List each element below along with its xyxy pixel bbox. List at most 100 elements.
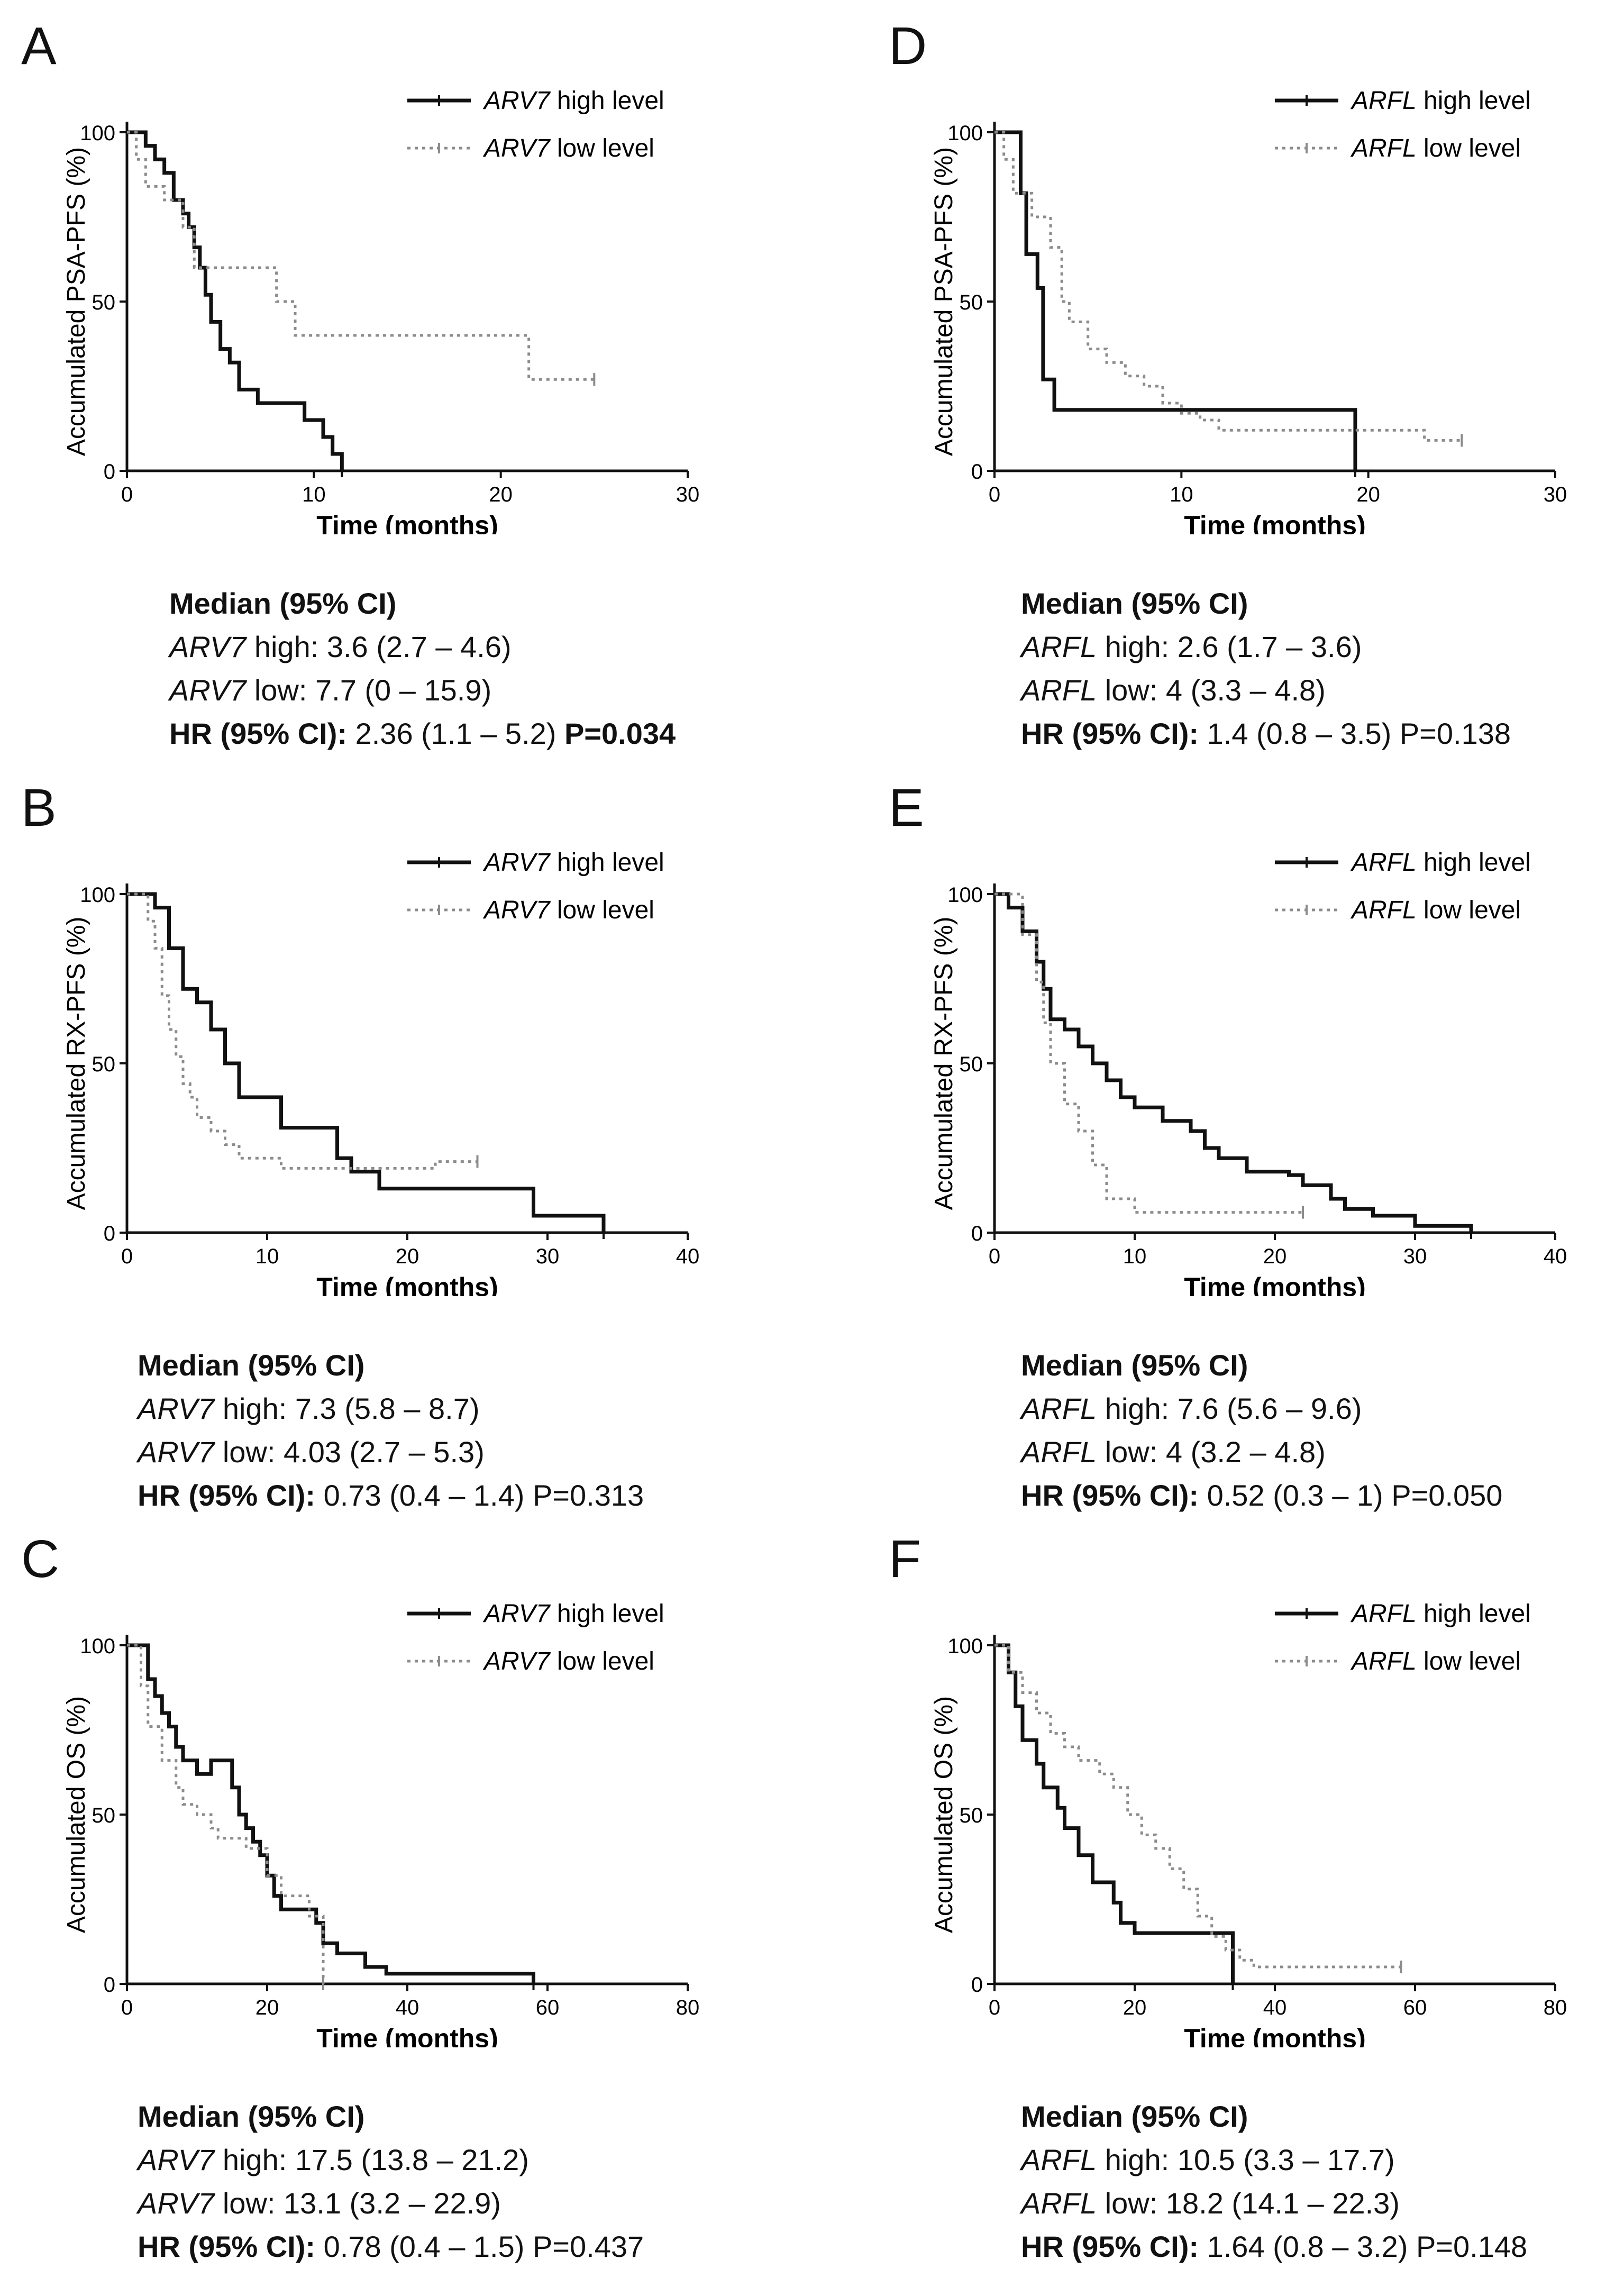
y-axis-label: Accumulated OS (%) bbox=[62, 1696, 90, 1933]
legend-gene: ARV7 bbox=[482, 1647, 551, 1675]
stats-title: Median (95% CI) bbox=[1021, 1349, 1248, 1382]
series-line-high bbox=[994, 1643, 1235, 1984]
legend-label: ARV7 low level bbox=[482, 896, 654, 924]
legend-level: high level bbox=[550, 849, 664, 877]
series-line-low bbox=[994, 131, 1462, 442]
km-chart: 0 50 100 0 10 20 30 40 Time (months) Accumulated … bbox=[930, 849, 1567, 1296]
x-tick-label: 20 bbox=[1263, 1245, 1287, 1268]
gene-name: ARFL bbox=[1021, 2143, 1097, 2176]
stats-low-value: low: 7.7 (0 – 15.9) bbox=[246, 673, 492, 707]
y-axis-label: Accumulated PSA-PFS (%) bbox=[930, 147, 958, 456]
stats-low: ARV7 low: 7.7 (0 – 15.9) bbox=[169, 669, 676, 712]
x-tick-label: 60 bbox=[1403, 1996, 1427, 2019]
y-tick-label: 50 bbox=[92, 1053, 116, 1076]
legend-gene: ARFL bbox=[1350, 849, 1417, 877]
stats-low-value: low: 4 (3.3 – 4.8) bbox=[1097, 673, 1326, 707]
stats-title: Median (95% CI) bbox=[138, 2100, 365, 2133]
legend-gene: ARFL bbox=[1350, 87, 1417, 115]
y-tick-label: 100 bbox=[947, 1635, 983, 1658]
gene-name: ARV7 bbox=[138, 1435, 215, 1469]
x-tick-label: 30 bbox=[536, 1245, 560, 1268]
legend-gene: ARFL bbox=[1350, 1600, 1417, 1628]
series-line-high bbox=[127, 1643, 535, 1984]
legend-label: ARV7 high level bbox=[482, 849, 664, 877]
y-tick-label: 100 bbox=[80, 1635, 115, 1658]
series-line-low bbox=[127, 131, 595, 381]
km-chart: 0 50 100 0 20 40 60 80 Time (months) Accumulated … bbox=[62, 1600, 699, 2047]
x-tick-label: 30 bbox=[1544, 483, 1567, 506]
panel-letter: E bbox=[889, 778, 924, 837]
p-value: P=0.437 bbox=[532, 2230, 644, 2263]
y-tick-label: 100 bbox=[80, 122, 115, 145]
y-axis-label: Accumulated OS (%) bbox=[930, 1696, 958, 1933]
panel-f: F 0 50 100 0 20 40 60 80 Time (months) Accumulate… bbox=[889, 1529, 1615, 2296]
series-line-low bbox=[127, 1644, 325, 1984]
km-chart: 0 50 100 0 10 20 30 40 Time (months) Accumulated … bbox=[62, 849, 699, 1296]
gene-name: ARFL bbox=[1021, 2186, 1097, 2220]
y-axis-label: Accumulated RX-PFS (%) bbox=[930, 917, 958, 1210]
hr-value: 1.4 (0.8 – 3.5) bbox=[1199, 717, 1400, 750]
legend-level: low level bbox=[550, 1647, 654, 1675]
legend-label: ARV7 high level bbox=[482, 1600, 664, 1628]
gene-name: ARV7 bbox=[169, 673, 247, 707]
y-axis-label: Accumulated PSA-PFS (%) bbox=[62, 147, 90, 456]
gene-name: ARFL bbox=[1021, 1392, 1097, 1425]
x-tick-label: 20 bbox=[489, 483, 513, 506]
stats-high: ARV7 high: 3.6 (2.7 – 4.6) bbox=[169, 625, 676, 669]
stats-block: Median (95% CI) ARV7 high: 17.5 (13.8 – … bbox=[138, 2095, 644, 2268]
x-tick-label: 30 bbox=[1403, 1245, 1427, 1268]
p-value: P=0.138 bbox=[1399, 717, 1511, 750]
series-line-low bbox=[994, 892, 1303, 1214]
series-line-high bbox=[994, 892, 1473, 1233]
stats-hr: HR (95% CI): 1.4 (0.8 – 3.5) P=0.138 bbox=[1021, 712, 1511, 755]
stats-low-value: low: 4 (3.2 – 4.8) bbox=[1097, 1435, 1326, 1469]
series-line-high bbox=[127, 892, 606, 1233]
series-line-high bbox=[127, 130, 344, 471]
gene-name: ARV7 bbox=[138, 1392, 215, 1425]
hr-value: 2.36 (1.1 – 5.2) bbox=[347, 717, 564, 750]
stats-high-value: high: 17.5 (13.8 – 21.2) bbox=[214, 2143, 529, 2176]
legend-gene: ARV7 bbox=[482, 134, 551, 162]
x-tick-label: 10 bbox=[302, 483, 326, 506]
y-tick-label: 100 bbox=[80, 883, 115, 907]
series-line-high bbox=[994, 130, 1357, 471]
legend-gene: ARFL bbox=[1350, 1647, 1417, 1675]
x-tick-label: 0 bbox=[121, 1245, 133, 1268]
gene-name: ARFL bbox=[1021, 630, 1097, 663]
gene-name: ARFL bbox=[1021, 1435, 1097, 1469]
stats-low: ARFL low: 18.2 (14.1 – 22.3) bbox=[1021, 2182, 1527, 2225]
legend-level: high level bbox=[550, 87, 664, 115]
x-tick-label: 20 bbox=[1356, 483, 1380, 506]
legend-label: ARV7 low level bbox=[482, 134, 654, 162]
x-tick-label: 0 bbox=[121, 483, 133, 506]
stats-high-value: high: 7.3 (5.8 – 8.7) bbox=[214, 1392, 480, 1425]
x-tick-label: 60 bbox=[536, 1996, 560, 2019]
stats-block: Median (95% CI) ARFL high: 10.5 (3.3 – 1… bbox=[1021, 2095, 1527, 2268]
x-axis-label: Time (months) bbox=[1184, 511, 1366, 534]
y-tick-label: 0 bbox=[971, 1222, 983, 1245]
legend-label: ARFL high level bbox=[1350, 1600, 1531, 1628]
panel-b: B 0 50 100 0 10 20 30 40 Time (months) Accumulate… bbox=[21, 778, 815, 1545]
stats-title: Median (95% CI) bbox=[1021, 2100, 1248, 2133]
stats-low: ARFL low: 4 (3.2 – 4.8) bbox=[1021, 1431, 1502, 1474]
stats-title: Median (95% CI) bbox=[1021, 587, 1248, 620]
legend-level: low level bbox=[550, 896, 654, 924]
stats-high: ARFL high: 10.5 (3.3 – 17.7) bbox=[1021, 2138, 1527, 2182]
stats-high-value: high: 2.6 (1.7 – 3.6) bbox=[1097, 630, 1362, 663]
legend-level: low level bbox=[1417, 896, 1521, 924]
panel-letter: B bbox=[21, 778, 57, 837]
stats-block: Median (95% CI) ARFL high: 7.6 (5.6 – 9.… bbox=[1021, 1344, 1502, 1517]
stats-high: ARFL high: 7.6 (5.6 – 9.6) bbox=[1021, 1387, 1502, 1431]
gene-name: ARV7 bbox=[169, 630, 247, 663]
legend-label: ARFL high level bbox=[1350, 87, 1531, 115]
hr-value: 0.73 (0.4 – 1.4) bbox=[315, 1479, 533, 1512]
y-tick-label: 50 bbox=[92, 1804, 116, 1827]
stats-hr: HR (95% CI): 0.78 (0.4 – 1.5) P=0.437 bbox=[138, 2225, 644, 2268]
gene-name: ARV7 bbox=[138, 2143, 215, 2176]
stats-low: ARV7 low: 4.03 (2.7 – 5.3) bbox=[138, 1431, 644, 1474]
x-tick-label: 40 bbox=[396, 1996, 419, 2019]
legend-label: ARFL low level bbox=[1350, 896, 1521, 924]
y-tick-label: 100 bbox=[947, 883, 983, 907]
stats-low-value: low: 13.1 (3.2 – 22.9) bbox=[214, 2186, 501, 2220]
y-tick-label: 50 bbox=[960, 1053, 983, 1076]
